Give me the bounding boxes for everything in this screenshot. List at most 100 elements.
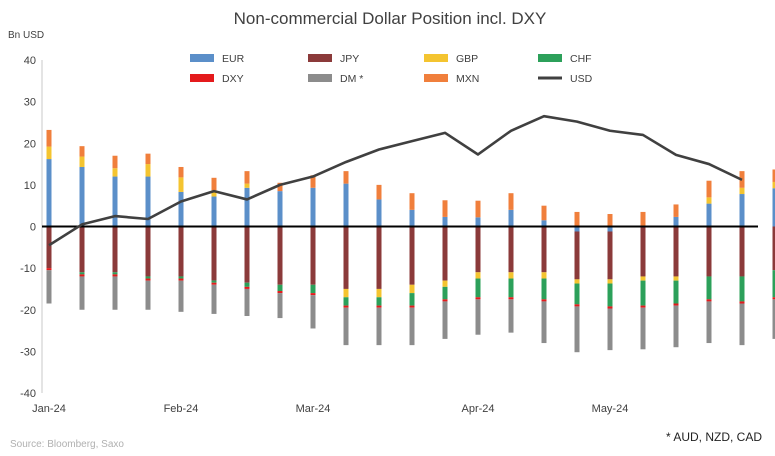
bar-gbp [673,276,679,281]
bar-jpy [772,226,775,271]
bar-mxn [112,155,118,169]
bar-chf [574,283,580,305]
y-axis: -40 -30 -20 -10 0 10 20 30 40 [20,55,43,400]
bar-dxy [508,297,514,300]
bar-dm [574,306,580,353]
bar-jpy [343,226,349,289]
bar-jpy [640,226,646,277]
bar-eur [145,176,151,227]
legend-swatch-eur [190,54,214,62]
bar-dxy [673,303,679,306]
bar-chf [475,278,481,298]
bar-jpy [112,226,118,273]
bar-mxn [244,171,250,184]
bar-dxy [739,301,745,304]
bar-dxy [442,299,448,302]
bar-dxy [376,305,382,308]
bar-mxn [79,146,85,157]
bar-chf [640,280,646,306]
bar-dm [475,299,481,335]
bar-chf [211,280,217,283]
bar-chf [310,284,316,294]
bar-dxy [244,286,250,289]
bar-dm [244,288,250,316]
bar-gbp [706,197,712,204]
bar-jpy [475,226,481,273]
bar-dm [409,307,415,346]
bar-dm [310,295,316,329]
bar-mxn [475,200,481,218]
bar-dxy [475,297,481,300]
legend-swatch-dxy [190,74,214,82]
bar-jpy [541,226,547,273]
bar-mxn [409,193,415,210]
bar-eur [607,226,613,232]
bar-dxy [277,291,283,294]
bar-chf [706,276,712,300]
bar-chf [673,280,679,304]
bar-dxy [310,293,316,296]
bar-eur [706,203,712,227]
bar-dm [145,280,151,310]
bar-jpy [442,226,448,281]
bar-gbp [46,146,52,160]
bar-eur [46,159,52,227]
bar-dm [79,276,85,310]
bar-dm [640,307,646,350]
bar-eur [112,176,118,227]
legend-label-jpy: JPY [340,53,359,65]
bar-gbp [145,164,151,177]
bar-jpy [706,226,712,277]
bar-gbp [508,272,514,279]
bar-eur [673,216,679,227]
bar-dm [442,301,448,339]
bar-chf [79,272,85,275]
bar-eur [475,217,481,227]
bar-jpy [46,226,52,269]
legend-label-chf: CHF [570,53,592,65]
legend-swatch-gbp [424,54,448,62]
bar-eur [409,209,415,227]
bar-mxn [574,211,580,227]
bar-dxy [211,282,217,285]
y-tick-label: 30 [24,97,36,109]
bar-jpy [145,226,151,277]
bar-jpy [310,226,316,285]
bar-jpy [211,226,217,281]
x-axis: Jan-24 Feb-24 Mar-24 Apr-24 May-24 [32,403,628,415]
x-tick-label: Apr-24 [461,403,494,415]
bar-dm [607,308,613,351]
bar-eur [574,226,580,232]
bar-eur [211,196,217,227]
y-tick-label: 20 [24,138,36,150]
bar-dm [772,299,775,339]
bar-mxn [673,204,679,217]
bar-gbp [211,190,217,197]
bar-eur [541,220,547,227]
bar-gbp [442,280,448,287]
bar-mxn [310,175,316,188]
bar-gbp [541,272,547,279]
bar-dm [541,301,547,344]
bar-dxy [145,278,151,281]
bar-gbp [574,279,580,284]
line-usd [48,114,743,247]
bar-chf [541,278,547,300]
bar-chf [277,284,283,292]
y-axis-label: Bn USD [8,30,44,41]
bar-gbp [607,279,613,284]
bar-dxy [640,305,646,308]
x-tick-label: Jan-24 [32,403,66,415]
bar-chf [607,283,613,307]
legend-label-usd: USD [570,73,593,85]
y-tick-label: -20 [20,305,36,317]
bar-dm [211,284,217,314]
bar-mxn [607,214,613,227]
source-note: Source: Bloomberg, Saxo [10,439,124,450]
bar-eur [310,187,316,227]
bar-gbp [739,187,745,195]
footnote: * AUD, NZD, CAD [666,430,762,444]
bar-dxy [79,274,85,277]
bar-dxy [574,304,580,307]
legend-label-mxn: MXN [456,73,479,85]
